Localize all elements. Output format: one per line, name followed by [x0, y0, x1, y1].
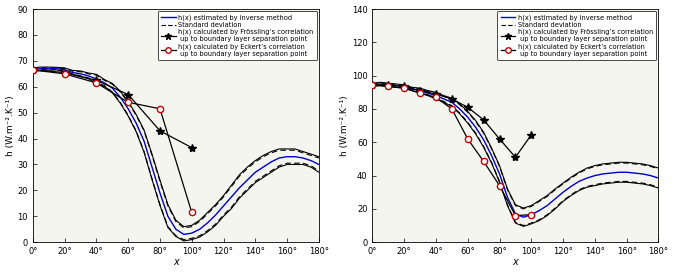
- Legend: h(x) estimated by inverse method, Standard deviation, h(x) calculated by Frössli: h(x) estimated by inverse method, Standa…: [497, 11, 656, 60]
- Legend: h(x) estimated by inverse method, Standard deviation, h(x) calculated by Frössli: h(x) estimated by inverse method, Standa…: [158, 11, 317, 60]
- Y-axis label: h (W.m⁻².K⁻¹): h (W.m⁻².K⁻¹): [340, 95, 349, 156]
- X-axis label: x: x: [173, 257, 179, 268]
- Y-axis label: h (W.m⁻².K⁻¹): h (W.m⁻².K⁻¹): [5, 95, 15, 156]
- X-axis label: x: x: [512, 257, 518, 268]
